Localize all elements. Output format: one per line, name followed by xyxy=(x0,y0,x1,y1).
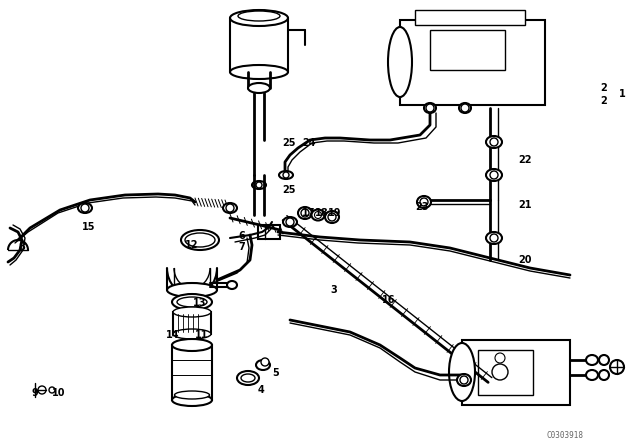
Ellipse shape xyxy=(230,65,288,79)
Circle shape xyxy=(261,358,269,366)
Circle shape xyxy=(38,386,46,394)
Bar xyxy=(258,225,280,239)
Circle shape xyxy=(490,138,498,146)
Text: 2: 2 xyxy=(600,83,607,93)
Circle shape xyxy=(301,209,309,217)
Text: 12: 12 xyxy=(185,240,198,250)
Ellipse shape xyxy=(78,203,92,213)
Ellipse shape xyxy=(457,374,471,386)
Bar xyxy=(257,10,263,18)
Ellipse shape xyxy=(417,196,431,208)
Bar xyxy=(400,20,545,105)
Text: 19: 19 xyxy=(328,208,342,218)
Ellipse shape xyxy=(172,339,212,351)
Ellipse shape xyxy=(586,370,598,380)
Ellipse shape xyxy=(227,281,237,289)
Text: 1: 1 xyxy=(619,89,626,99)
Ellipse shape xyxy=(237,371,259,385)
Text: 20: 20 xyxy=(518,255,531,265)
Ellipse shape xyxy=(312,210,324,220)
Bar xyxy=(173,312,211,334)
Text: 11: 11 xyxy=(195,330,209,340)
Circle shape xyxy=(461,104,469,112)
Text: 16: 16 xyxy=(382,295,396,305)
Ellipse shape xyxy=(279,171,293,179)
Text: 24: 24 xyxy=(302,138,316,148)
Ellipse shape xyxy=(298,207,312,219)
Ellipse shape xyxy=(230,10,288,26)
Text: 22: 22 xyxy=(518,155,531,165)
Bar xyxy=(430,30,505,70)
Ellipse shape xyxy=(459,103,471,113)
Text: 7: 7 xyxy=(238,242,244,252)
Bar xyxy=(415,10,525,25)
Text: 3: 3 xyxy=(330,285,337,295)
Ellipse shape xyxy=(486,232,502,244)
Circle shape xyxy=(460,376,468,384)
Text: 18: 18 xyxy=(315,208,328,218)
Ellipse shape xyxy=(175,391,209,399)
Ellipse shape xyxy=(486,136,502,148)
Circle shape xyxy=(328,213,336,221)
Ellipse shape xyxy=(223,203,237,213)
Circle shape xyxy=(610,360,624,374)
Circle shape xyxy=(492,364,508,380)
Circle shape xyxy=(599,355,609,365)
Circle shape xyxy=(420,198,428,206)
Text: 23: 23 xyxy=(415,202,429,212)
Text: 10: 10 xyxy=(52,388,65,398)
Circle shape xyxy=(495,353,505,363)
Ellipse shape xyxy=(167,283,217,297)
Ellipse shape xyxy=(283,217,297,227)
Ellipse shape xyxy=(424,103,436,113)
Text: 15: 15 xyxy=(82,222,95,232)
Circle shape xyxy=(81,204,89,212)
Circle shape xyxy=(490,171,498,179)
Text: 5: 5 xyxy=(272,368,279,378)
Circle shape xyxy=(256,182,262,188)
Ellipse shape xyxy=(173,307,211,317)
Ellipse shape xyxy=(388,27,412,97)
Bar xyxy=(462,340,570,405)
Text: C0303918: C0303918 xyxy=(547,431,584,440)
Circle shape xyxy=(599,370,609,380)
Circle shape xyxy=(426,104,434,112)
Ellipse shape xyxy=(238,11,280,21)
Ellipse shape xyxy=(181,230,219,250)
Ellipse shape xyxy=(325,211,339,223)
Text: 25: 25 xyxy=(282,185,296,195)
Text: 4: 4 xyxy=(258,385,265,395)
Ellipse shape xyxy=(256,360,270,370)
Text: 6: 6 xyxy=(238,231,244,241)
Ellipse shape xyxy=(248,83,270,93)
Circle shape xyxy=(226,204,234,212)
Circle shape xyxy=(286,218,294,226)
Ellipse shape xyxy=(252,181,266,189)
Text: 21: 21 xyxy=(518,200,531,210)
Bar xyxy=(172,345,212,400)
Ellipse shape xyxy=(586,355,598,365)
Circle shape xyxy=(314,211,321,219)
Bar xyxy=(478,350,533,395)
Ellipse shape xyxy=(172,394,212,406)
Text: 2: 2 xyxy=(600,96,607,106)
Text: 14: 14 xyxy=(166,330,179,340)
Ellipse shape xyxy=(449,343,475,401)
Text: 25: 25 xyxy=(282,138,296,148)
Text: 17: 17 xyxy=(302,208,316,218)
Ellipse shape xyxy=(486,169,502,181)
Text: 9: 9 xyxy=(32,388,39,398)
Ellipse shape xyxy=(185,233,215,247)
Ellipse shape xyxy=(173,329,211,339)
Ellipse shape xyxy=(241,374,255,382)
Circle shape xyxy=(49,387,55,393)
Ellipse shape xyxy=(172,294,212,310)
Text: 13: 13 xyxy=(193,298,207,308)
Ellipse shape xyxy=(177,297,207,307)
Circle shape xyxy=(283,172,289,178)
Text: 8: 8 xyxy=(18,242,25,252)
Circle shape xyxy=(490,234,498,242)
